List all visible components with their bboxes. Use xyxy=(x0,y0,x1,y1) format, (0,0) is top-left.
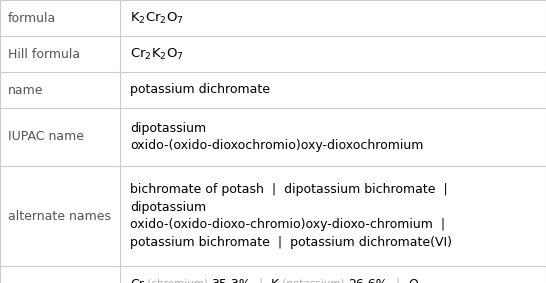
Text: O: O xyxy=(408,278,418,283)
Text: Hill formula: Hill formula xyxy=(8,48,80,61)
Text: formula: formula xyxy=(8,12,56,25)
Text: $\mathrm{K}_{2}\mathrm{Cr}_{2}\mathrm{O}_{7}$: $\mathrm{K}_{2}\mathrm{Cr}_{2}\mathrm{O}… xyxy=(130,10,184,25)
Text: (potassium): (potassium) xyxy=(279,279,348,283)
Text: |: | xyxy=(251,278,271,283)
Text: alternate names: alternate names xyxy=(8,209,111,222)
Text: $\mathrm{Cr}_{2}\mathrm{K}_{2}\mathrm{O}_{7}$: $\mathrm{Cr}_{2}\mathrm{K}_{2}\mathrm{O}… xyxy=(130,46,184,61)
Text: IUPAC name: IUPAC name xyxy=(8,130,84,143)
Text: |: | xyxy=(388,278,408,283)
Text: potassium dichromate: potassium dichromate xyxy=(130,83,270,97)
Text: Cr: Cr xyxy=(130,278,144,283)
Text: 26.6%: 26.6% xyxy=(348,278,388,283)
Text: K: K xyxy=(271,278,279,283)
Text: name: name xyxy=(8,83,44,97)
Text: bichromate of potash  |  dipotassium bichromate  |
dipotassium
oxido-(oxido-diox: bichromate of potash | dipotassium bichr… xyxy=(130,183,452,249)
Text: (chromium): (chromium) xyxy=(144,279,211,283)
Text: dipotassium
oxido-(oxido-dioxochromio)oxy-dioxochromium: dipotassium oxido-(oxido-dioxochromio)ox… xyxy=(130,122,423,152)
Text: 35.3%: 35.3% xyxy=(211,278,251,283)
